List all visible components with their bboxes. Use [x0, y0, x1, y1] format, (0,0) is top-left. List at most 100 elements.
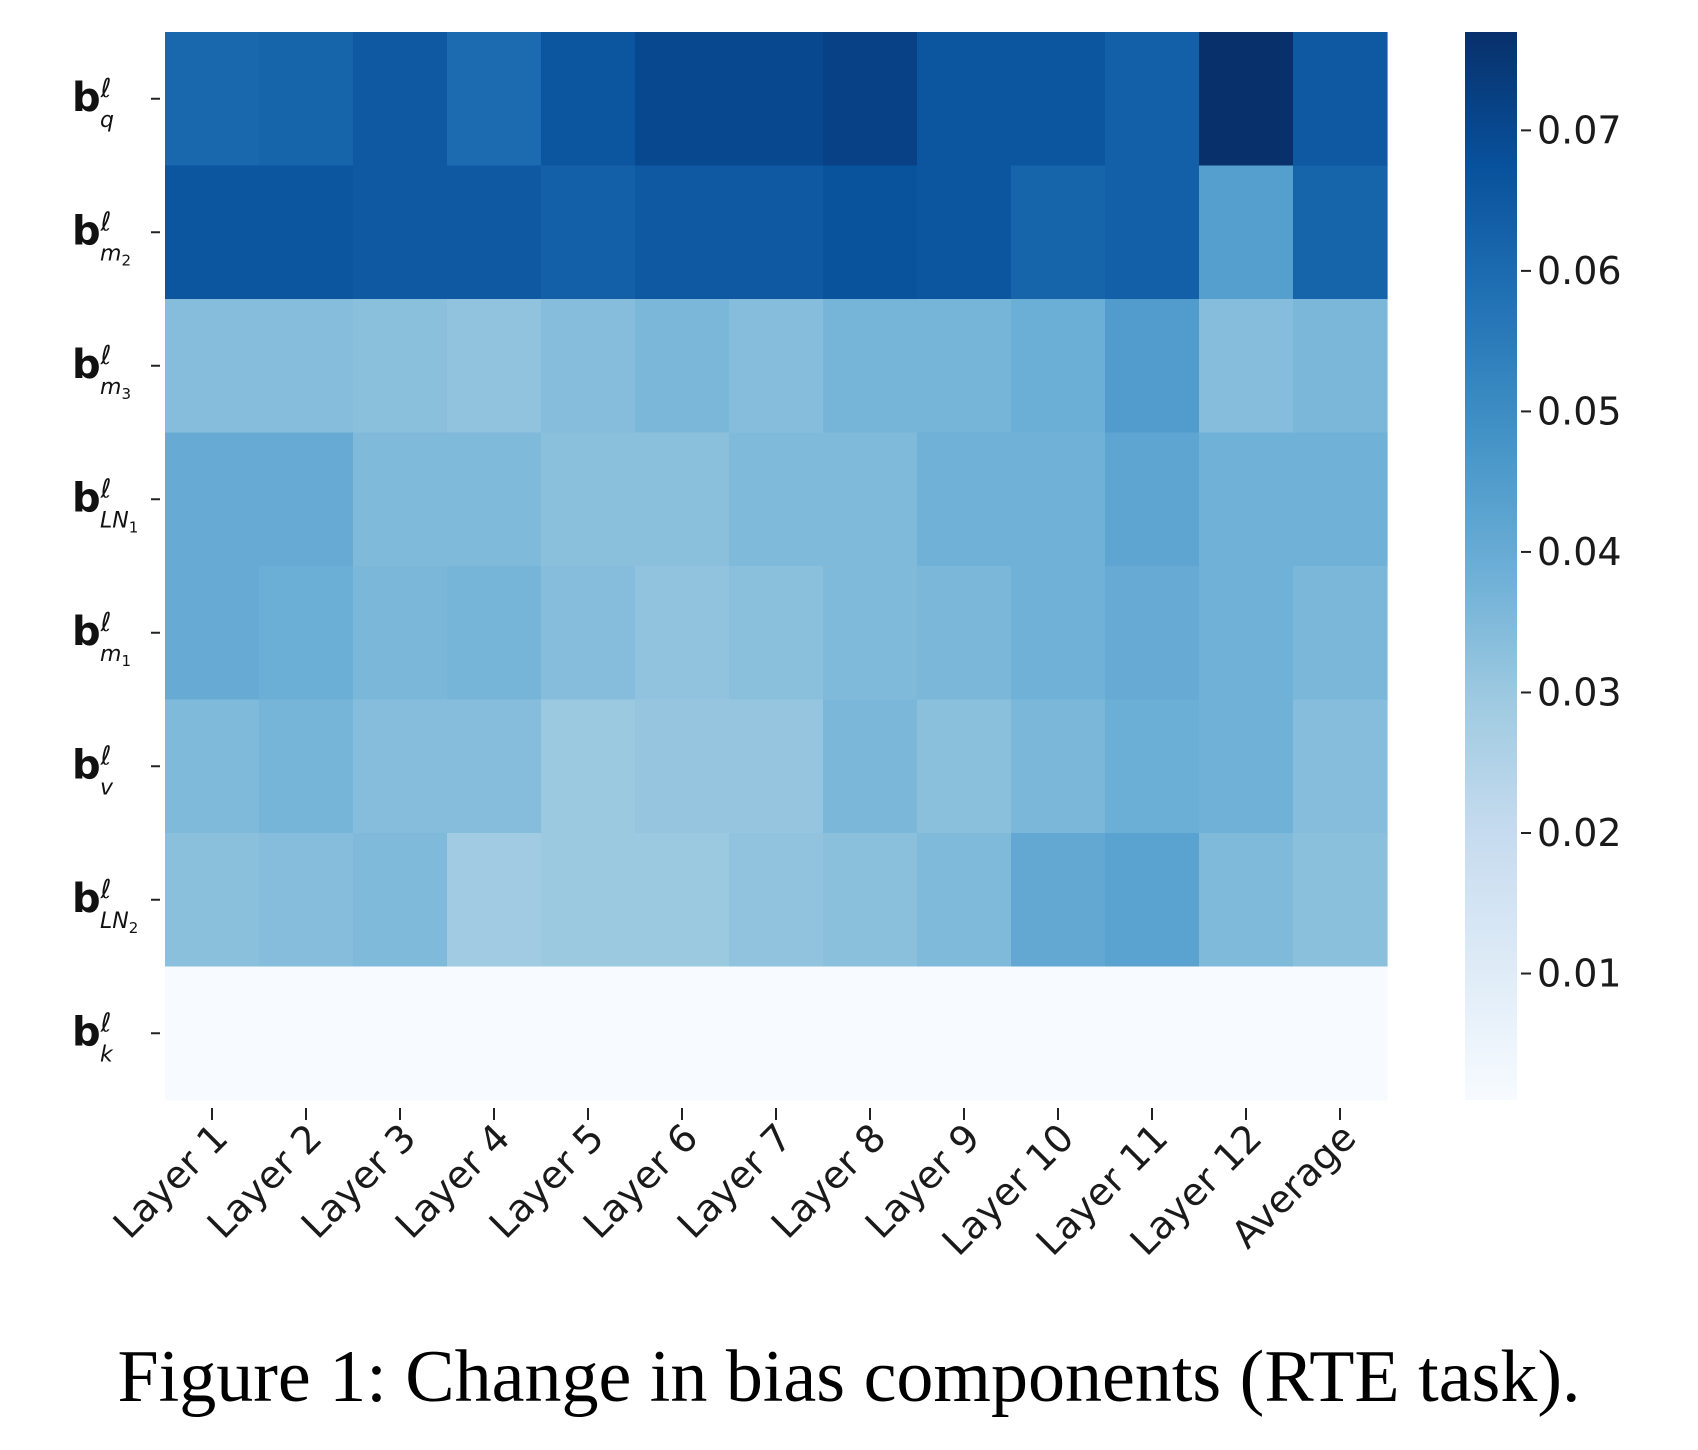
y-tick-label: bℓ LN2: [72, 875, 138, 937]
y-tick-label-sub: m: [100, 241, 121, 266]
y-tick-label-main: b: [72, 609, 101, 655]
heatmap-cell: [1199, 966, 1294, 1101]
heatmap-cell: [1105, 432, 1200, 567]
heatmap-cell: [1011, 165, 1106, 300]
heatmap-cell: [353, 966, 448, 1101]
heatmap-cell: [353, 299, 448, 434]
heatmap-cell: [635, 165, 730, 300]
heatmap-cell: [447, 833, 542, 968]
y-tick-label-main: b: [72, 742, 101, 788]
heatmap-cell: [1011, 966, 1106, 1101]
heatmap-cell: [823, 432, 918, 567]
heatmap-cell: [1293, 966, 1388, 1101]
heatmap-cell: [1105, 966, 1200, 1101]
colorbar-tick-label: 0.01: [1537, 952, 1622, 996]
heatmap-cell: [917, 966, 1012, 1101]
heatmap-cell: [917, 432, 1012, 567]
y-tick-label: bℓ q: [72, 74, 114, 133]
heatmap-cell: [917, 299, 1012, 434]
y-tick-label-subsub: 1: [121, 652, 131, 670]
heatmap-cell: [1011, 432, 1106, 567]
y-tick-label-sub: v: [100, 775, 114, 800]
heatmap-cell: [259, 32, 354, 167]
y-tick-label: bℓ k: [72, 1008, 114, 1067]
heatmap-cell: [259, 966, 354, 1101]
heatmap-cell: [541, 432, 636, 567]
heatmap-cell: [1293, 165, 1388, 300]
heatmap-cell: [1293, 566, 1388, 701]
heatmap-cell: [729, 966, 824, 1101]
heatmap-cell: [447, 165, 542, 300]
heatmap-cell: [1105, 699, 1200, 834]
heatmap-cell: [1105, 566, 1200, 701]
heatmap-cell: [165, 432, 260, 567]
y-tick-label-sup: ℓ: [100, 74, 112, 104]
heatmap-cell: [1199, 165, 1294, 300]
heatmap-cell: [447, 432, 542, 567]
heatmap-cell: [1293, 432, 1388, 567]
y-tick-label: bℓ m1: [72, 608, 131, 670]
heatmap-cell: [541, 32, 636, 167]
y-tick-label-sub: LN: [100, 909, 129, 934]
y-tick-label-sup: ℓ: [100, 875, 112, 905]
heatmap-cell: [635, 299, 730, 434]
y-tick-label: bℓ m2: [72, 207, 131, 269]
heatmap-cell: [1293, 833, 1388, 968]
y-tick-label-sup: ℓ: [100, 207, 112, 237]
heatmap-cell: [1011, 566, 1106, 701]
heatmap-cell: [447, 699, 542, 834]
heatmap-cell: [165, 966, 260, 1101]
heatmap-cell: [447, 32, 542, 167]
colorbar-tick-label: 0.07: [1537, 108, 1622, 152]
heatmap-cell: [353, 32, 448, 167]
heatmap-cell: [259, 699, 354, 834]
heatmap-cell: [541, 833, 636, 968]
heatmap-cell: [917, 566, 1012, 701]
y-tick-label-sup: ℓ: [100, 1008, 112, 1038]
colorbar-tick-label: 0.03: [1537, 670, 1622, 714]
heatmap-cell: [729, 833, 824, 968]
y-tick-label-sup: ℓ: [100, 341, 112, 371]
colorbar-tick-label: 0.02: [1537, 811, 1622, 855]
heatmap-cell: [541, 299, 636, 434]
heatmap-cell: [1199, 32, 1294, 167]
heatmap-cell: [259, 566, 354, 701]
figure-caption: Figure 1: Change in bias components (RTE…: [117, 1336, 1581, 1418]
heatmap-cell: [353, 432, 448, 567]
heatmap-cell: [447, 966, 542, 1101]
y-tick-label-main: b: [72, 208, 101, 254]
heatmap-cell: [823, 566, 918, 701]
y-tick-label-main: b: [72, 75, 101, 121]
y-tick-label-sub: k: [100, 1042, 114, 1067]
heatmap-cell: [353, 165, 448, 300]
heatmap-cell: [541, 165, 636, 300]
heatmap-cell: [917, 833, 1012, 968]
y-tick-label-sub: LN: [100, 508, 129, 533]
heatmap-cell: [1105, 165, 1200, 300]
heatmap-cell: [259, 432, 354, 567]
heatmap-cell: [729, 32, 824, 167]
heatmap-cell: [917, 165, 1012, 300]
heatmap-cell: [823, 699, 918, 834]
heatmap-cell: [541, 566, 636, 701]
heatmap-cell: [1011, 299, 1106, 434]
y-tick-label-main: b: [72, 876, 101, 922]
y-tick-label-subsub: 3: [121, 385, 131, 403]
heatmap-cell: [1199, 299, 1294, 434]
heatmap-cell: [1293, 299, 1388, 434]
colorbar-gradient: [1465, 32, 1517, 1100]
heatmap-cell: [635, 432, 730, 567]
heatmap-cell: [165, 699, 260, 834]
heatmap-cell: [1199, 833, 1294, 968]
heatmap-cell: [1199, 432, 1294, 567]
heatmap-cell: [1011, 32, 1106, 167]
heatmap-cell: [635, 566, 730, 701]
colorbar-tick-label: 0.05: [1537, 389, 1622, 433]
heatmap-cell: [165, 299, 260, 434]
heatmap-cell: [917, 32, 1012, 167]
heatmap-cell: [823, 966, 918, 1101]
heatmap-cell: [541, 699, 636, 834]
